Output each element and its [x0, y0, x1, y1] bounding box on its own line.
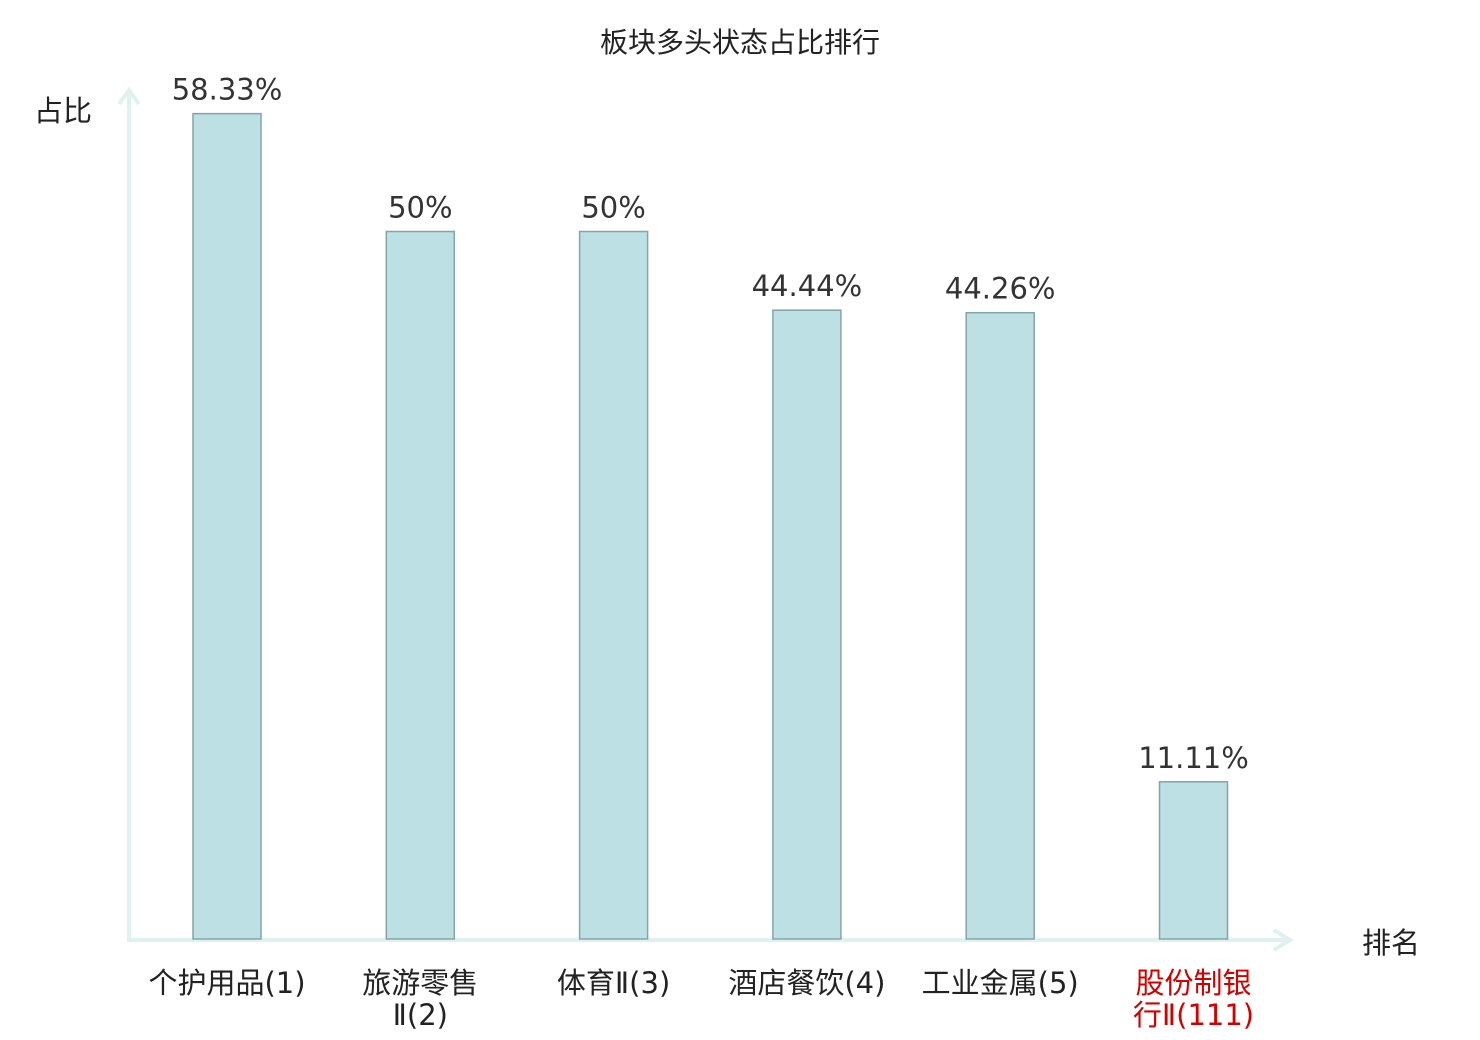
- bar: [1158, 781, 1229, 940]
- chart-title: 板块多头状态占比排行: [600, 26, 880, 59]
- bar: [192, 112, 262, 940]
- category-label-line: Ⅱ(2): [393, 998, 448, 1032]
- y-axis-arrow: [117, 86, 141, 106]
- category-label-line: 旅游零售: [362, 966, 478, 1000]
- category-label-line: 行Ⅱ(111): [1133, 998, 1254, 1032]
- category-label: 酒店餐饮(4): [728, 966, 885, 1000]
- x-axis-arrow: [1272, 928, 1294, 952]
- bar-value-label: 11.11%: [1138, 741, 1249, 775]
- category-labels-group: 个护用品(1) 旅游零售 Ⅱ(2) 体育Ⅱ(3) 酒店餐饮(4) 工业金属(5) 股份制银行…: [148, 966, 1254, 1032]
- value-labels-group: 58.33% 50% 50% 44.44% 44.26% 11.11%: [172, 73, 1249, 775]
- category-label-line: 股份制银: [1135, 966, 1251, 1000]
- category-label: 股份制银行Ⅱ(111): [1133, 966, 1254, 1032]
- bar-value-label: 58.33%: [172, 73, 283, 107]
- bar: [385, 230, 456, 940]
- y-axis-label: 占比: [34, 94, 92, 128]
- category-label-line: 酒店餐饮(4): [728, 966, 885, 1000]
- category-label: 旅游零售 Ⅱ(2): [362, 966, 478, 1032]
- axes: [117, 86, 1294, 952]
- bar-value-label: 44.26%: [945, 272, 1056, 306]
- category-label: 工业金属(5): [922, 966, 1079, 1000]
- bar-value-label: 50%: [581, 191, 645, 225]
- category-label-line: 个护用品(1): [148, 966, 305, 1000]
- bar-value-label: 50%: [388, 191, 452, 225]
- bar-value-label: 44.44%: [752, 269, 863, 303]
- category-label-line: 工业金属(5): [922, 966, 1079, 1000]
- bar: [772, 309, 842, 940]
- category-label: 个护用品(1): [148, 966, 305, 1000]
- bars-group: [192, 112, 1229, 940]
- bar: [578, 230, 649, 940]
- bar: [965, 311, 1035, 940]
- x-axis-label: 排名: [1362, 926, 1420, 960]
- category-label: 体育Ⅱ(3): [557, 966, 670, 1000]
- category-label-line: 体育Ⅱ(3): [557, 966, 670, 1000]
